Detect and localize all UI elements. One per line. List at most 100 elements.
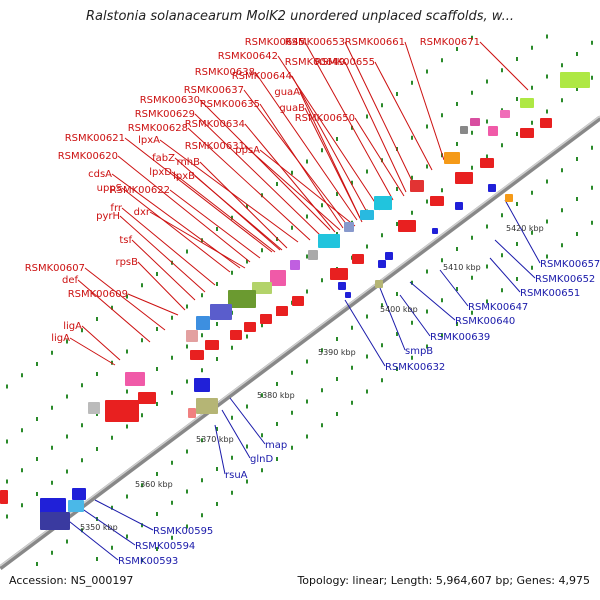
upper-gene-label[interactable]: rnhB (177, 157, 201, 168)
lower-gene-label[interactable]: smpB (405, 346, 433, 357)
upper-gene-label[interactable]: RSMK00661 (345, 37, 405, 48)
gene-feature[interactable] (398, 220, 416, 232)
upper-gene-label[interactable]: RSMK00644 (232, 71, 292, 82)
upper-gene-label[interactable]: RSMK00650 (295, 113, 355, 124)
gene-feature[interactable] (196, 316, 210, 330)
gene-feature[interactable] (505, 194, 513, 202)
upper-gene-label[interactable]: uppS (97, 183, 122, 194)
gene-feature[interactable] (500, 110, 510, 118)
upper-gene-label[interactable]: RSMK00638 (195, 67, 255, 78)
gene-feature[interactable] (308, 250, 318, 260)
upper-gene-label[interactable]: rpsB (115, 257, 138, 268)
upper-gene-label[interactable]: RSMK00622 (110, 185, 170, 196)
lower-gene-label[interactable]: map (265, 440, 287, 451)
upper-gene-label[interactable]: lpxA (138, 135, 160, 146)
gene-feature[interactable] (40, 498, 66, 514)
upper-gene-label[interactable]: pyrH (96, 211, 120, 222)
gene-feature[interactable] (188, 408, 196, 418)
gene-feature[interactable] (540, 118, 552, 128)
lower-gene-label[interactable]: RSMK00640 (455, 316, 515, 327)
gene-feature[interactable] (186, 330, 198, 342)
lower-gene-label[interactable]: glnD (250, 454, 273, 465)
gene-feature[interactable] (318, 234, 340, 248)
gene-feature[interactable] (138, 392, 156, 404)
gene-feature[interactable] (360, 210, 374, 220)
lower-gene-label[interactable]: RSMK00639 (430, 332, 490, 343)
upper-gene-label[interactable]: ligA (63, 321, 82, 332)
upper-gene-label[interactable]: RSMK00621 (65, 133, 125, 144)
upper-gene-label[interactable]: RSMK00631 (185, 141, 245, 152)
upper-gene-label[interactable]: RSMK00609 (68, 289, 128, 300)
upper-gene-label[interactable]: RSMK00642 (218, 51, 278, 62)
gene-feature[interactable] (520, 98, 534, 108)
gene-feature[interactable] (455, 202, 463, 210)
gene-feature[interactable] (344, 222, 354, 232)
gene-feature[interactable] (352, 254, 364, 264)
upper-gene-label[interactable]: RSMK00655 (315, 57, 375, 68)
lower-gene-label[interactable]: RSMK00657 (540, 259, 600, 270)
upper-gene-label[interactable]: cdsA (88, 169, 112, 180)
gene-feature[interactable] (88, 402, 100, 414)
gene-feature[interactable] (260, 314, 272, 324)
gene-feature[interactable] (270, 270, 286, 286)
lower-gene-label[interactable]: RSMK00594 (135, 541, 195, 552)
gene-feature[interactable] (432, 228, 438, 234)
upper-gene-label[interactable]: ppsA (235, 145, 260, 156)
lower-gene-labels[interactable]: RSMK00657 RSMK00652 RSMK00651 RSMK00647 RSMK… (118, 259, 600, 567)
gene-feature[interactable] (290, 260, 300, 270)
gene-feature[interactable] (194, 378, 210, 392)
gene-feature[interactable] (230, 330, 242, 340)
gene-feature[interactable] (378, 260, 386, 268)
upper-gene-label[interactable]: dxr (134, 207, 151, 218)
gene-feature[interactable] (276, 306, 288, 316)
gene-feature[interactable] (385, 252, 393, 260)
lower-gene-label[interactable]: rsuA (225, 470, 248, 481)
gene-feature[interactable] (330, 268, 348, 280)
gene-feature[interactable] (40, 512, 70, 530)
upper-gene-label[interactable]: RSMK00637 (184, 85, 244, 96)
upper-gene-label[interactable]: RSMK00635 (200, 99, 260, 110)
upper-gene-label[interactable]: RSMK00671 (420, 37, 480, 48)
upper-gene-label[interactable]: guaB (279, 103, 305, 114)
gene-feature[interactable] (480, 158, 494, 168)
gene-feature[interactable] (228, 290, 256, 308)
gene-feature[interactable] (470, 118, 480, 126)
upper-gene-label[interactable]: def (62, 275, 79, 286)
upper-gene-label[interactable]: lpxD (149, 167, 172, 178)
gene-feature[interactable] (455, 172, 473, 184)
upper-gene-label[interactable]: RSMK00649 (285, 57, 345, 68)
gene-feature[interactable] (0, 490, 8, 504)
upper-gene-label[interactable]: frr (110, 203, 122, 214)
gene-feature[interactable] (125, 372, 145, 386)
gene-feature[interactable] (205, 340, 219, 350)
gene-feature[interactable] (190, 350, 204, 360)
upper-gene-label[interactable]: RSMK00653 (285, 37, 345, 48)
gene-feature[interactable] (520, 128, 534, 138)
upper-gene-label[interactable]: RSMK00634 (185, 119, 245, 130)
gene-feature[interactable] (292, 296, 304, 306)
lower-gene-label[interactable]: RSMK00632 (385, 362, 445, 373)
gene-feature[interactable] (105, 400, 139, 422)
gene-feature[interactable] (72, 488, 86, 500)
upper-gene-label[interactable]: RSMK00607 (25, 263, 85, 274)
upper-gene-label[interactable]: RSMK00645 (245, 37, 305, 48)
gene-feature[interactable] (560, 72, 590, 88)
upper-gene-label[interactable]: ligA (51, 333, 70, 344)
gene-feature[interactable] (375, 280, 383, 288)
upper-gene-label[interactable]: tsf (119, 235, 132, 246)
gene-feature[interactable] (196, 398, 218, 414)
gene-feature[interactable] (244, 322, 256, 332)
upper-gene-label[interactable]: RSMK00629 (135, 109, 195, 120)
gene-feature[interactable] (460, 126, 468, 134)
upper-gene-label[interactable]: RSMK00620 (58, 151, 118, 162)
upper-gene-label[interactable]: fabZ (152, 153, 175, 164)
upper-gene-label[interactable]: guaA (274, 87, 300, 98)
gene-feature[interactable] (68, 500, 84, 512)
lower-gene-label[interactable]: RSMK00593 (118, 556, 178, 567)
lower-gene-label[interactable]: RSMK00647 (468, 302, 528, 313)
lower-gene-label[interactable]: RSMK00651 (520, 288, 580, 299)
upper-gene-label[interactable]: RSMK00630 (140, 95, 200, 106)
